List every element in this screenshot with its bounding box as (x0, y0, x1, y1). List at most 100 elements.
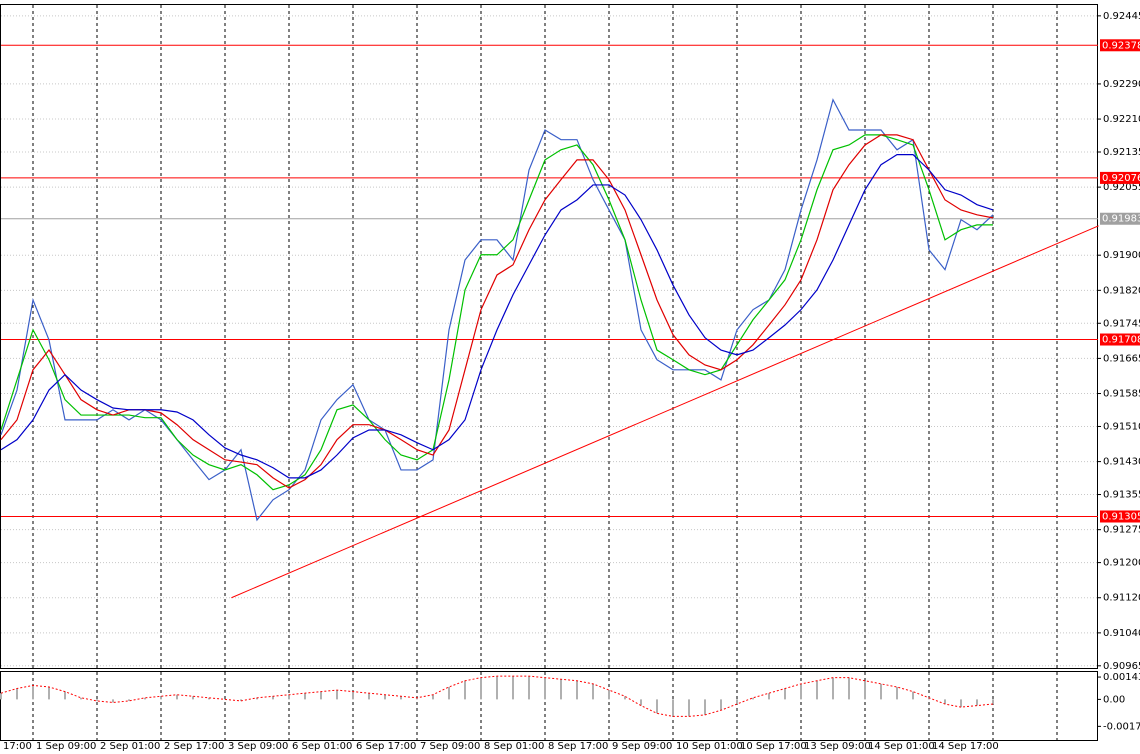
y-tick-label: 0.91275 (1103, 525, 1140, 536)
series-line (0, 98, 994, 522)
osc-bar (160, 696, 162, 700)
osc-bar (560, 679, 562, 700)
level-label: 0.91983 (1102, 214, 1140, 225)
osc-bar (832, 677, 834, 700)
osc-bar (16, 688, 18, 700)
series-line (0, 154, 994, 479)
x-tick-label: 6 Sep 17:00 (356, 741, 416, 752)
osc-bar (352, 691, 354, 700)
osc-signal (0, 675, 994, 717)
osc-bar (704, 699, 706, 715)
level-label: 0.91305 (1102, 511, 1140, 522)
osc-bar (368, 693, 370, 700)
x-tick-label: 2 Sep 01:00 (100, 741, 160, 752)
osc-bar (208, 697, 210, 700)
osc-bar (720, 699, 722, 711)
osc-bar (464, 680, 466, 700)
level-label: 0.92378 (1102, 40, 1140, 51)
osc-bar (928, 697, 930, 700)
osc-bar (752, 697, 754, 700)
osc-bar (432, 694, 434, 700)
osc-bar (768, 693, 770, 700)
x-tick-label: 10 Sep 17:00 (740, 741, 807, 752)
y-tick-label: 0.92135 (1103, 147, 1140, 158)
x-tick-label: 6 Sep 01:00 (292, 741, 352, 752)
osc-bar (512, 676, 514, 700)
x-tick-label: 2 Sep 17:00 (164, 741, 224, 752)
x-tick-label: 3 Sep 09:00 (228, 741, 288, 752)
y-tick-label: 0.91585 (1103, 389, 1140, 400)
osc-bar (624, 696, 626, 700)
osc-bar (128, 699, 130, 701)
osc-bar (976, 699, 978, 706)
osc-bar (944, 699, 946, 705)
level-label-box (1100, 212, 1140, 225)
main-panel (0, 4, 1098, 669)
osc-bar (848, 677, 850, 700)
osc-bar (784, 688, 786, 700)
osc-bar (816, 680, 818, 700)
osc-bar (144, 697, 146, 700)
series-line (0, 134, 993, 491)
osc-bar (400, 696, 402, 700)
osc-bar (96, 699, 98, 701)
osc-tick-label: 0.001439 (1103, 672, 1140, 683)
x-tick-label: 14 Sep 17:00 (932, 741, 999, 752)
osc-bar (576, 680, 578, 700)
osc-bar (992, 699, 994, 705)
osc-tick-label: 0.00 (1103, 694, 1125, 705)
osc-bar (176, 694, 178, 700)
osc-bar (192, 696, 194, 700)
osc-bar (32, 685, 34, 700)
osc-bar (896, 686, 898, 700)
osc-bar (0, 693, 2, 700)
trendline (231, 225, 1099, 599)
level-label: 0.92076 (1102, 173, 1140, 184)
x-tick-label: 8 Sep 17:00 (548, 741, 608, 752)
y-tick-label: 0.92055 (1103, 182, 1140, 193)
level-label-box (1100, 39, 1140, 52)
osc-bar (256, 697, 258, 700)
osc-bar (544, 677, 546, 700)
level-label-box (1100, 510, 1140, 523)
osc-bar (912, 691, 914, 700)
x-tick-label: 17:00 (3, 741, 32, 752)
oscillator-panel (0, 671, 1098, 741)
y-tick-label: 0.91665 (1103, 353, 1140, 364)
x-tick-label: 1 Sep 09:00 (36, 741, 96, 752)
osc-bar (64, 691, 66, 700)
osc-bar (416, 697, 418, 700)
osc-bar (528, 676, 530, 700)
x-tick-label: 14 Sep 01:00 (868, 741, 935, 752)
y-tick-label: 0.92445 (1103, 11, 1140, 22)
y-tick-label: 0.91355 (1103, 490, 1140, 501)
osc-bar (496, 676, 498, 700)
osc-bar (320, 691, 322, 700)
level-label-box (1100, 333, 1140, 346)
osc-tick-label: -0.00174 (1103, 721, 1140, 732)
osc-bar (656, 699, 658, 714)
level-label-box (1100, 171, 1140, 184)
series-line (0, 134, 994, 489)
x-tick-label: 9 Sep 09:00 (612, 741, 672, 752)
osc-bar (288, 694, 290, 700)
osc-bar (480, 677, 482, 700)
osc-bar (448, 686, 450, 700)
osc-bar (48, 686, 50, 700)
osc-bar (800, 683, 802, 700)
osc-bar (592, 683, 594, 700)
osc-bar (608, 690, 610, 700)
osc-bar (304, 693, 306, 700)
osc-bar (384, 694, 386, 700)
x-tick-label: 7 Sep 09:00 (420, 741, 480, 752)
osc-bar (336, 690, 338, 700)
